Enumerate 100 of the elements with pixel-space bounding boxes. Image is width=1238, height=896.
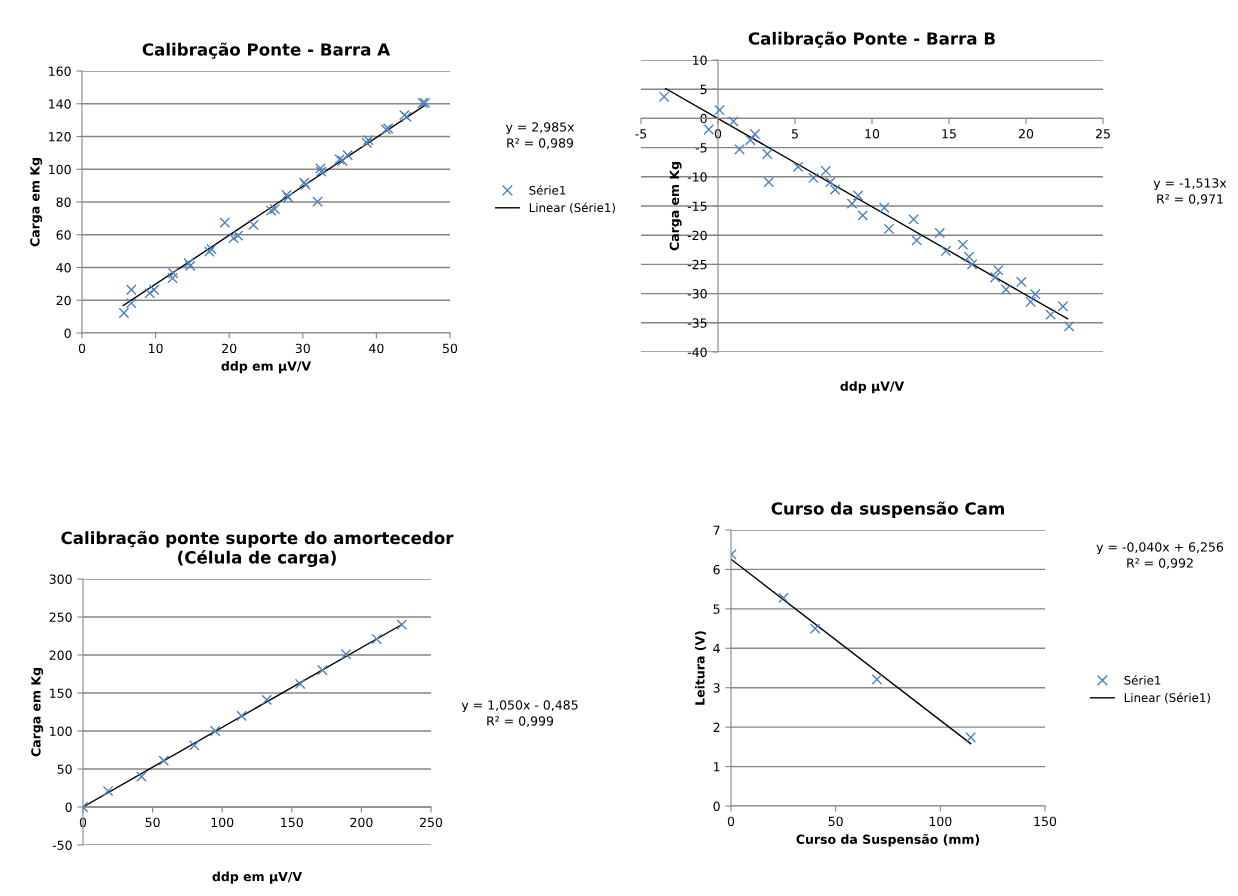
y-tick-label: 120 (49, 131, 71, 142)
y-tick-label: 40 (56, 262, 71, 273)
point (989, 271, 1001, 283)
point (883, 223, 895, 235)
point (1000, 284, 1012, 295)
point (744, 134, 756, 146)
text: R² = 0,989 (507, 138, 574, 149)
y-tick-label: 200 (49, 650, 72, 660)
point (102, 785, 114, 797)
point (125, 297, 137, 309)
x-axis-title: ddp μV/V (840, 381, 905, 394)
x-tick-label: 0 (79, 817, 87, 828)
x-tick-label: 0 (78, 343, 86, 354)
y-tick-label: 80 (56, 197, 71, 207)
text: y = -1,513x (1153, 178, 1227, 191)
y-tick-label: 0 (713, 801, 720, 811)
point (778, 592, 789, 604)
y-tick-label: 0 (64, 328, 71, 338)
x-tick-label: 50 (145, 817, 160, 828)
y-tick-label: 100 (50, 726, 72, 736)
chart-title: Calibração Ponte - Barra B (748, 31, 995, 48)
point (761, 148, 773, 160)
y-tick-label: 100 (49, 164, 71, 175)
y-tick-label: 60 (56, 230, 71, 240)
point (209, 725, 221, 737)
point (148, 284, 160, 296)
point (228, 232, 239, 244)
x-tick-label: 250 (419, 817, 443, 828)
point (1025, 296, 1036, 308)
legend-label: Linear (Série1) (1124, 692, 1210, 704)
point (940, 245, 952, 257)
y-tick-label: 1 (714, 762, 720, 772)
y-tick-label: 20 (56, 295, 71, 306)
x-tick-label: 20 (222, 343, 237, 354)
point (908, 214, 919, 225)
point (136, 771, 147, 782)
point (963, 251, 975, 263)
point (118, 307, 130, 319)
text: y = 2,985x (505, 122, 575, 135)
y-tick-label: 7 (713, 525, 720, 535)
y-tick-label: 6 (713, 564, 720, 575)
point (340, 648, 352, 660)
legend-label: Série1 (1124, 675, 1161, 685)
point (714, 104, 725, 116)
point (315, 163, 326, 174)
x-axis-title: ddp em μV/V (212, 871, 303, 884)
point (1016, 276, 1027, 288)
point (728, 115, 739, 127)
point (189, 740, 200, 751)
x-axis-title: Curso da Suspensão (mm) (796, 834, 980, 847)
text: R² = 0,999 (487, 716, 554, 727)
point (158, 755, 170, 766)
point (312, 196, 323, 208)
x-tick-label: 5 (791, 129, 798, 139)
x-tick-label: 20 (1018, 129, 1034, 139)
y-tick-label: -10 (687, 172, 707, 182)
y-tick-label: 50 (57, 764, 72, 774)
point (992, 264, 1004, 276)
y-tick-label: -50 (52, 840, 72, 850)
point (966, 259, 978, 270)
point (703, 124, 715, 135)
point (371, 633, 383, 645)
y-axis-title: Carga em Kg (669, 162, 682, 251)
point (957, 239, 969, 250)
point (1063, 320, 1075, 332)
y-tick-label: -35 (687, 318, 707, 328)
x-tick-label: 150 (1034, 816, 1057, 827)
x-tick-label: 10 (865, 129, 880, 139)
point (846, 198, 858, 210)
point (792, 161, 804, 173)
x-tick-label: 100 (929, 816, 952, 827)
point (144, 287, 156, 299)
point (809, 623, 821, 634)
y-axis-title: Leitura (V) (694, 631, 707, 705)
text: R² = 0,971 (1157, 194, 1223, 205)
point (734, 143, 745, 155)
x-tick-label: -5 (635, 129, 647, 139)
x-tick-label: 0 (727, 816, 735, 827)
point (857, 209, 869, 221)
point (261, 694, 273, 706)
y-tick-label: 2 (713, 722, 720, 732)
x-tick-label: 150 (281, 817, 303, 828)
y-tick-label: 4 (713, 643, 720, 654)
point (820, 165, 832, 177)
y-tick-label: -5 (695, 143, 707, 153)
point (934, 227, 946, 239)
point (871, 674, 883, 685)
point (852, 190, 864, 201)
y-tick-label: -30 (687, 289, 707, 299)
point (965, 732, 977, 743)
point (167, 267, 179, 279)
y-tick-label: 300 (49, 574, 72, 584)
text: y = 1,050x - 0,485 (461, 700, 578, 713)
point (911, 235, 923, 246)
y-tick-label: -15 (687, 201, 707, 211)
y-tick-label: 10 (693, 55, 707, 65)
point (219, 217, 231, 228)
point (808, 172, 819, 184)
point (248, 219, 259, 231)
point (125, 284, 137, 296)
